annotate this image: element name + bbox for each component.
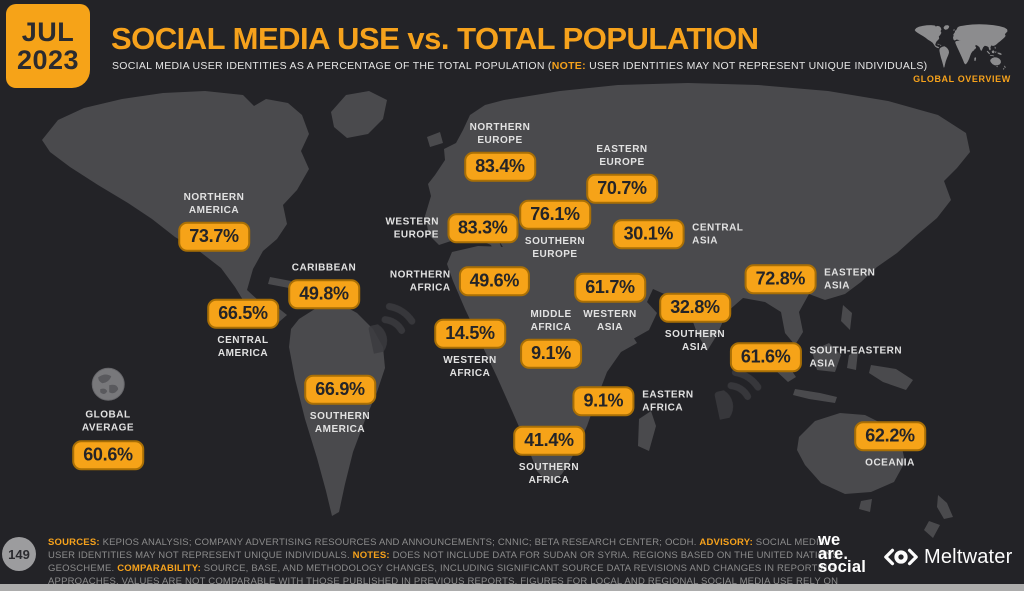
region-central-asia: 30.1% CENTRAL ASIA	[612, 219, 744, 249]
region-southern-america: 66.9% SOUTHERN AMERICA	[304, 374, 376, 436]
we-are-social-logo: we are. social	[818, 531, 866, 576]
meltwater-name: Meltwater	[924, 545, 1013, 568]
region-western-africa: 14.5% WESTERN AFRICA	[434, 318, 506, 380]
we-are-social-line3: social	[818, 558, 866, 576]
region-western-asia: 61.7% WESTERN ASIA	[574, 272, 646, 334]
footer-advisory-label: ADVISORY:	[699, 537, 753, 548]
we-are-social-line2: are.	[818, 544, 849, 563]
region-south-eastern-asia: 61.6% SOUTH-EASTERN ASIA	[729, 342, 903, 372]
region-value-badge: 73.7%	[178, 221, 250, 252]
region-value-badge: 70.7%	[586, 173, 658, 204]
footer-comparability-label: COMPARABILITY:	[117, 563, 201, 574]
region-label: MIDDLE AFRICA	[530, 308, 572, 333]
region-value-badge: 49.6%	[458, 266, 531, 296]
date-month: JUL	[21, 16, 75, 47]
region-value-badge: 14.5%	[434, 318, 506, 349]
region-label: CENTRAL ASIA	[692, 222, 744, 246]
angle-brackets-o-icon	[884, 548, 918, 566]
region-label: SOUTHERN AFRICA	[518, 461, 580, 486]
date-badge: JUL 2023	[6, 4, 90, 88]
subtitle-prefix: SOCIAL MEDIA USER IDENTITIES AS A PERCEN…	[112, 60, 552, 72]
region-southern-europe: 76.1% SOUTHERN EUROPE	[519, 199, 591, 261]
region-value-badge: 66.5%	[207, 298, 279, 329]
footer-sources-text: KEPIOS ANALYSIS; COMPANY ADVERTISING RES…	[99, 537, 700, 548]
region-label: CARIBBEAN	[291, 262, 357, 274]
region-central-america: 66.5% CENTRAL AMERICA	[207, 298, 279, 360]
global-average-label: GLOBAL AVERAGE	[81, 409, 135, 434]
datareportal-signal-icon	[368, 302, 762, 420]
region-label: NORTHERN EUROPE	[469, 121, 531, 146]
region-value-badge: 83.4%	[464, 151, 536, 182]
region-value-badge: 9.1%	[572, 386, 635, 416]
region-middle-africa: MIDDLE AFRICA 9.1%	[520, 308, 582, 369]
region-label: CENTRAL AMERICA	[217, 334, 269, 359]
region-label: WESTERN ASIA	[583, 308, 637, 333]
region-label: SOUTH-EASTERN ASIA	[809, 345, 903, 369]
region-southern-africa: 41.4% SOUTHERN AFRICA	[513, 425, 585, 487]
global-overview-corner: GLOBAL OVERVIEW	[912, 24, 1012, 84]
global-overview-label: GLOBAL OVERVIEW	[913, 74, 1011, 84]
region-value-badge: 49.8%	[288, 279, 360, 309]
region-label: WESTERN AFRICA	[443, 354, 497, 379]
region-northern-africa: NORTHERN AFRICA 49.6%	[389, 266, 531, 296]
region-label: NORTHERN AFRICA	[389, 269, 451, 293]
region-eastern-asia: 72.8% EASTERN ASIA	[744, 264, 876, 294]
region-label: SOUTHERN ASIA	[664, 328, 726, 353]
footer-notes-text: DOES NOT INCLUDE DATA FOR SUDAN OR SYRIA…	[48, 550, 839, 574]
page-subtitle: SOCIAL MEDIA USER IDENTITIES AS A PERCEN…	[112, 60, 927, 72]
region-eastern-europe: EASTERN EUROPE 70.7%	[586, 143, 658, 204]
region-western-europe: WESTERN EUROPE 83.3%	[385, 213, 519, 243]
we-are-social-line1: we	[818, 531, 841, 549]
footer-notes-label: NOTES:	[352, 550, 390, 561]
region-label: NORTHERN AMERICA	[183, 191, 245, 216]
region-oceania: 62.2% OCEANIA	[854, 421, 926, 469]
global-average-block: GLOBAL AVERAGE 60.6%	[72, 366, 144, 470]
region-value-badge: 30.1%	[612, 219, 685, 249]
page-title: SOCIAL MEDIA USE vs. TOTAL POPULATION	[111, 21, 759, 56]
region-value-badge: 72.8%	[744, 264, 817, 294]
region-label: EASTERN AFRICA	[642, 389, 694, 413]
region-label: SOUTHERN AMERICA	[309, 410, 371, 435]
page-number-badge: 149	[2, 537, 36, 571]
region-label: EASTERN EUROPE	[596, 143, 648, 168]
region-caribbean: CARIBBEAN 49.8%	[288, 261, 360, 309]
subtitle-suffix: USER IDENTITIES MAY NOT REPRESENT UNIQUE…	[585, 60, 928, 72]
region-label: OCEANIA	[865, 456, 915, 468]
region-northern-america: NORTHERN AMERICA 73.7%	[178, 191, 250, 252]
globe-icon	[91, 367, 125, 401]
global-average-badge: 60.6%	[72, 440, 144, 470]
region-value-badge: 66.9%	[304, 374, 376, 405]
region-value-badge: 62.2%	[854, 421, 926, 451]
date-year: 2023	[16, 45, 80, 75]
region-eastern-africa: 9.1% EASTERN AFRICA	[572, 386, 693, 416]
footer-advisory-text: SOCIAL MEDIA USER IDENTITIES MAY NOT REP…	[48, 537, 825, 561]
footer-notes: SOURCES: KEPIOS ANALYSIS; COMPANY ADVERT…	[48, 536, 848, 591]
region-value-badge: 83.3%	[446, 213, 519, 243]
subtitle-note-highlight: NOTE:	[551, 60, 586, 72]
meltwater-logo: Meltwater	[882, 545, 1013, 569]
world-map-icon	[914, 24, 1008, 70]
region-northern-europe: NORTHERN EUROPE 83.4%	[464, 121, 536, 182]
region-value-badge: 61.7%	[574, 272, 646, 303]
region-value-badge: 61.6%	[729, 342, 802, 372]
region-label: EASTERN ASIA	[824, 267, 876, 291]
region-southern-asia: 32.8% SOUTHERN ASIA	[659, 292, 731, 354]
region-value-badge: 9.1%	[520, 338, 582, 369]
bottom-strip	[0, 584, 1024, 591]
region-value-badge: 76.1%	[519, 199, 591, 230]
region-value-badge: 41.4%	[513, 425, 585, 456]
region-value-badge: 32.8%	[659, 292, 731, 323]
region-label: WESTERN EUROPE	[385, 216, 439, 240]
footer-sources-label: SOURCES:	[48, 537, 100, 548]
region-label: SOUTHERN EUROPE	[524, 235, 586, 260]
